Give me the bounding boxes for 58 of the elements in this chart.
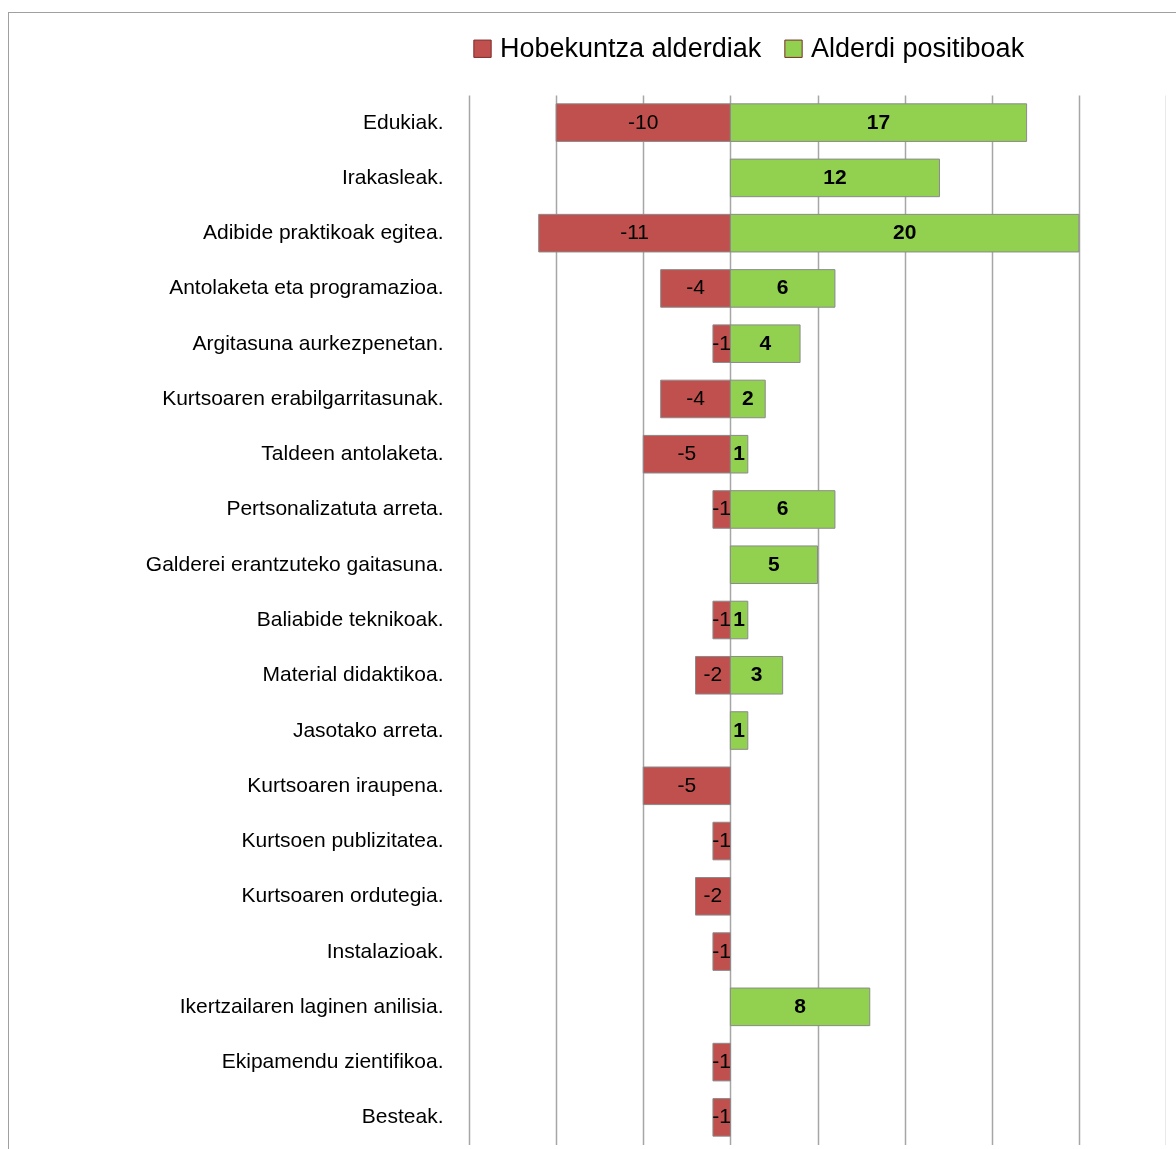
data-label: -5 <box>677 441 697 465</box>
data-label: -1 <box>712 607 732 630</box>
data-label: 2 <box>741 385 754 409</box>
y-tick-label: Instalazioak. <box>326 938 444 962</box>
data-label: -1 <box>712 938 732 962</box>
y-tick-label: Baliabide teknikoak. <box>256 607 444 630</box>
y-tick-label: Jasotako arreta. <box>292 717 444 741</box>
y-tick-label: Edukiak. <box>362 109 444 133</box>
data-label: 6 <box>776 275 789 299</box>
bar <box>642 766 731 806</box>
data-label: 4 <box>759 330 772 354</box>
data-label: 1 <box>733 607 746 630</box>
data-label: 12 <box>823 164 847 188</box>
data-label: 17 <box>866 109 891 133</box>
y-tick-label: Adibide praktikoak egitea. <box>203 220 444 244</box>
bar <box>712 821 731 861</box>
data-label: -1 <box>712 828 732 852</box>
y-tick-label: Taldeen antolaketa. <box>261 441 444 465</box>
legend-label: Hobekuntza alderdiak <box>500 32 762 63</box>
y-tick-label: Pertsonalizatuta arreta. <box>226 496 444 520</box>
data-label: -11 <box>620 220 649 244</box>
data-label: -1 <box>712 330 732 354</box>
data-label: 1 <box>733 717 746 741</box>
y-tick-label: Ekipamendu zientifikoa. <box>221 1049 444 1073</box>
data-label: 6 <box>776 496 789 520</box>
y-tick-label: Galderei erantzuteko gaitasuna. <box>145 551 444 575</box>
data-label: -10 <box>628 109 659 133</box>
y-tick-label: Antolaketa eta programazioa. <box>169 275 444 299</box>
data-label: 3 <box>750 662 763 686</box>
bar <box>695 877 731 916</box>
data-label: -4 <box>686 275 706 299</box>
data-label: 20 <box>892 220 917 244</box>
data-label: -1 <box>712 1104 732 1128</box>
y-tick-label: Kurtsoaren iraupena. <box>247 772 444 796</box>
bar <box>729 158 940 198</box>
bar <box>729 987 871 1027</box>
y-tick-label: Material didaktikoa. <box>262 662 444 686</box>
data-label: 8 <box>794 993 807 1017</box>
data-label: -1 <box>712 1049 732 1073</box>
data-label: 1 <box>733 441 746 465</box>
y-tick-label: Besteak. <box>361 1104 444 1128</box>
y-tick-label: Argitasuna aurkezpenetan. <box>192 330 444 354</box>
data-label: -4 <box>686 385 706 409</box>
data-label: -2 <box>703 883 723 907</box>
data-label: -2 <box>703 662 723 686</box>
bar <box>712 932 731 971</box>
y-tick-label: Kurtsoaren ordutegia. <box>241 883 444 907</box>
data-label: 5 <box>768 551 781 575</box>
bar <box>712 1098 731 1137</box>
bar <box>712 1042 731 1082</box>
legend-label: Alderdi positiboak <box>811 32 1025 63</box>
data-label: -5 <box>677 772 697 796</box>
y-tick-label: Kurtsoen publizitatea. <box>241 828 444 852</box>
y-tick-label: Irakasleak. <box>341 164 444 188</box>
y-tick-label: Kurtsoaren erabilgarritasunak. <box>162 385 444 409</box>
y-tick-label: Ikertzailaren laginen anilisia. <box>179 993 444 1017</box>
bar <box>729 545 818 585</box>
data-label: -1 <box>712 496 732 520</box>
